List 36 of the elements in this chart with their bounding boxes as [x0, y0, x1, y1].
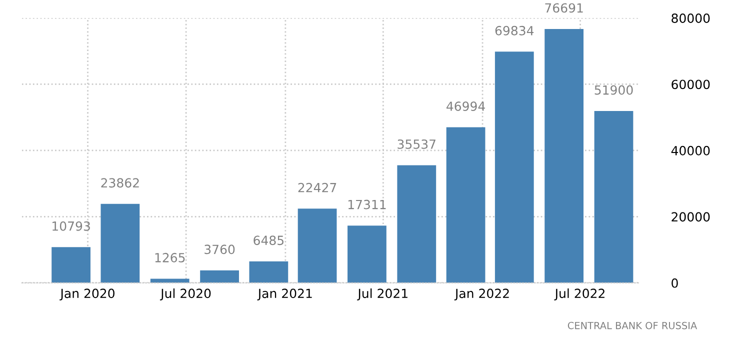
bar [298, 208, 337, 283]
data-label: 51900 [594, 85, 633, 95]
x-tick-label: Jul 2020 [160, 288, 211, 300]
y-tick-label: 60000 [672, 80, 710, 90]
y-tick-label: 80000 [672, 13, 710, 23]
data-label: 22427 [298, 182, 336, 192]
bar [397, 165, 436, 283]
y-tick-label: 40000 [671, 146, 710, 156]
data-label: 46994 [446, 102, 485, 111]
data-label: 3760 [204, 244, 235, 254]
x-tick-label: Jan 2021 [257, 288, 312, 300]
bar [348, 226, 386, 283]
data-label: 17311 [348, 200, 386, 210]
y-tick-label: 0 [672, 278, 678, 288]
data-label: 6485 [254, 236, 284, 246]
bar [594, 111, 634, 283]
x-tick-label: Jan 2022 [454, 288, 509, 300]
text: CENTRAL BANK OF RUSSIA [568, 322, 698, 330]
bar [100, 204, 140, 283]
data-label: 76691 [545, 3, 583, 13]
bar [446, 127, 486, 283]
data-label: 1265 [155, 252, 185, 262]
data-label: 23862 [101, 178, 139, 188]
bar [150, 278, 190, 283]
x-tick-label: Jan 2020 [60, 288, 114, 300]
bar [200, 270, 239, 283]
data-label: 10793 [52, 221, 90, 231]
data-label: 69834 [495, 26, 534, 36]
bar [544, 28, 584, 283]
bar [494, 52, 534, 283]
bar [52, 247, 90, 283]
data-label: 35537 [398, 139, 436, 149]
x-tick-label: Jul 2022 [554, 288, 604, 300]
bar [249, 261, 288, 283]
y-tick-label: 20000 [672, 212, 710, 222]
x-tick-label: Jul 2021 [357, 288, 408, 300]
